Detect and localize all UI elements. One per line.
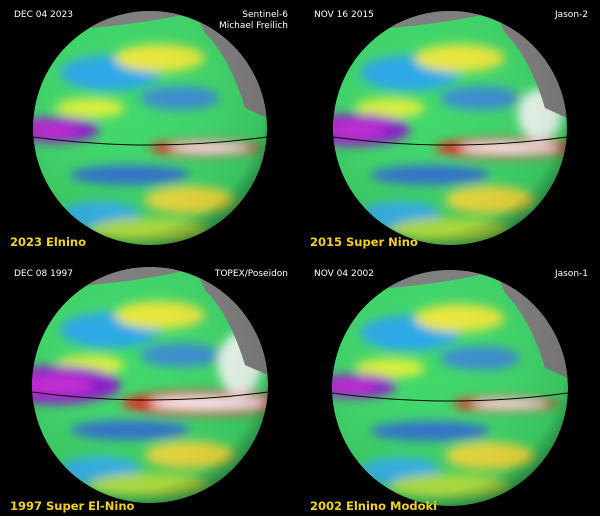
satellite-label: Sentinel-6 bbox=[242, 10, 288, 20]
panel: DEC 08 1997 TOPEX/Poseidon 1997 Super El-N… bbox=[10, 267, 288, 513]
satellite-label: Jason-1 bbox=[554, 269, 588, 279]
globe-shading bbox=[32, 267, 268, 503]
panel: NOV 16 2015 Jason-2 2015 Super Nino bbox=[310, 10, 588, 249]
caption: 2002 Elnino Modoki bbox=[310, 499, 437, 513]
caption: 1997 Super El-Nino bbox=[10, 499, 135, 513]
satellite-label: Michael Freilich bbox=[219, 21, 288, 31]
caption: 2015 Super Nino bbox=[310, 235, 418, 249]
globe-shading bbox=[333, 11, 567, 245]
date-label: DEC 04 2023 bbox=[14, 10, 73, 20]
globe-shading bbox=[33, 11, 267, 245]
satellite-label: TOPEX/Poseidon bbox=[214, 269, 288, 279]
date-label: NOV 04 2002 bbox=[314, 269, 374, 279]
satellite-label: Jason-2 bbox=[554, 10, 588, 20]
date-label: NOV 16 2015 bbox=[314, 10, 374, 20]
globe bbox=[333, 11, 567, 245]
globe-shading bbox=[332, 270, 568, 506]
panel: NOV 04 2002 Jason-1 2002 Elnino Modoki bbox=[310, 269, 588, 513]
globe bbox=[32, 267, 268, 503]
globe bbox=[33, 11, 267, 245]
caption: 2023 Elnino bbox=[10, 235, 86, 249]
date-label: DEC 08 1997 bbox=[14, 269, 73, 279]
globe bbox=[332, 270, 568, 506]
